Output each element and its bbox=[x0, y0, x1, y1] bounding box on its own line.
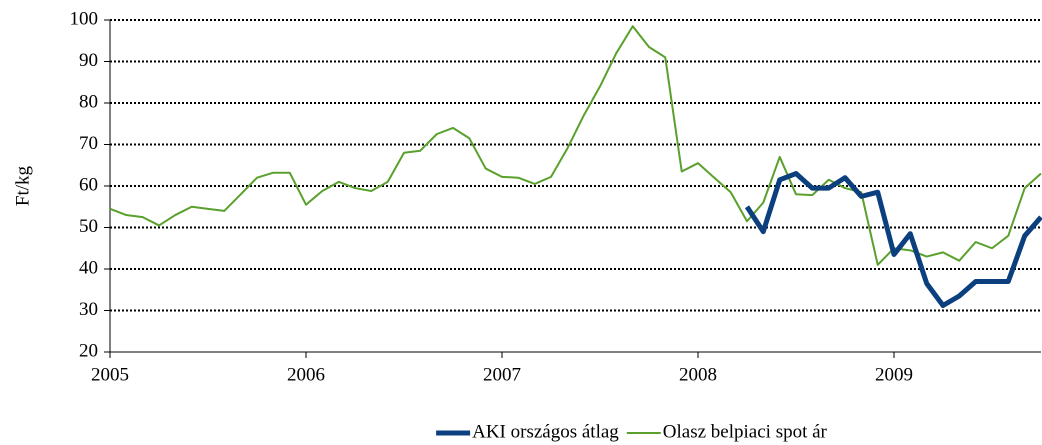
y-tick-label: 30 bbox=[79, 299, 98, 320]
y-tick-label: 100 bbox=[70, 8, 99, 29]
x-tick-label: 2006 bbox=[287, 364, 325, 385]
series-line bbox=[744, 171, 1042, 309]
y-axis-label: Ft/kg bbox=[12, 165, 33, 206]
legend-label: AKI országos átlag bbox=[472, 421, 619, 442]
y-tick-label: 20 bbox=[79, 340, 98, 361]
x-tick-label: 2009 bbox=[875, 364, 913, 385]
y-tick-label: 90 bbox=[79, 50, 98, 71]
x-tick-label: 2005 bbox=[91, 364, 129, 385]
y-tick-label: 80 bbox=[79, 91, 98, 112]
x-tick-label: 2008 bbox=[679, 364, 717, 385]
y-tick-label: 40 bbox=[79, 257, 98, 278]
y-tick-label: 50 bbox=[79, 216, 98, 237]
x-tick-label: 2007 bbox=[483, 364, 521, 385]
y-tick-label: 60 bbox=[79, 174, 98, 195]
legend-label: Olasz belpiaci spot ár bbox=[663, 421, 828, 442]
series-line bbox=[109, 25, 1042, 266]
y-tick-label: 70 bbox=[79, 133, 98, 154]
